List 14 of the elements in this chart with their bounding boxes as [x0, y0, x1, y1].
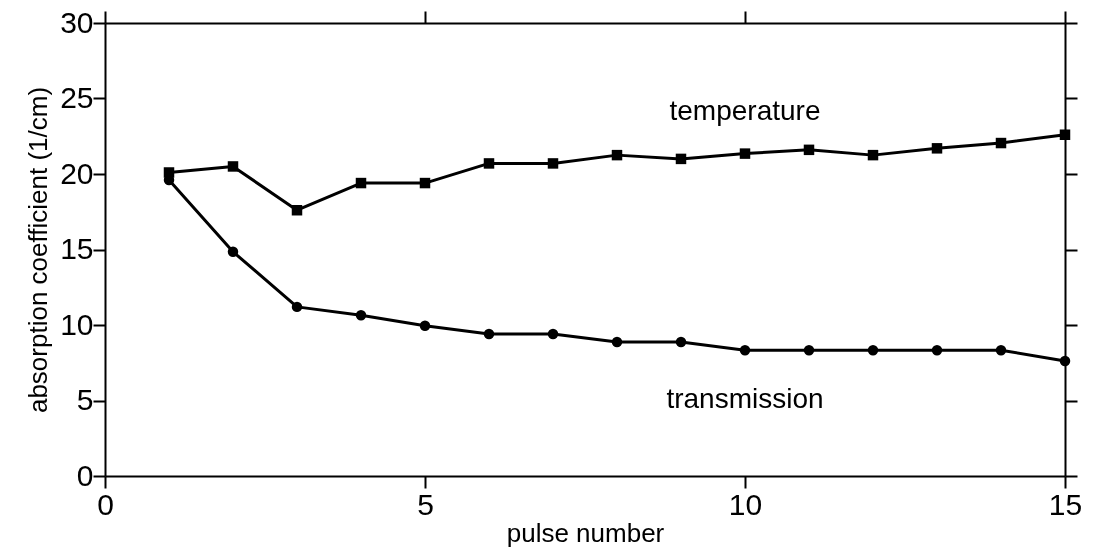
- x-axis-title: pulse number: [506, 517, 665, 548]
- y-tick-label: 5: [76, 383, 94, 416]
- x-tick-label: 15: [1048, 487, 1083, 521]
- y-tick-label: 30: [60, 5, 94, 39]
- y-tick-label: 25: [60, 81, 94, 114]
- series-label: transmission: [666, 383, 824, 415]
- y-axis-title: absorption coefficient (1/cm): [23, 86, 54, 414]
- y-tick-label: 15: [60, 232, 94, 265]
- y-tick-label: 20: [60, 156, 94, 190]
- y-tick-label: 10: [60, 307, 94, 341]
- x-tick-label: 5: [417, 487, 434, 521]
- series-label: temperature: [669, 94, 821, 126]
- x-tick-label: 10: [728, 487, 763, 521]
- y-tick-label: 0: [76, 458, 94, 492]
